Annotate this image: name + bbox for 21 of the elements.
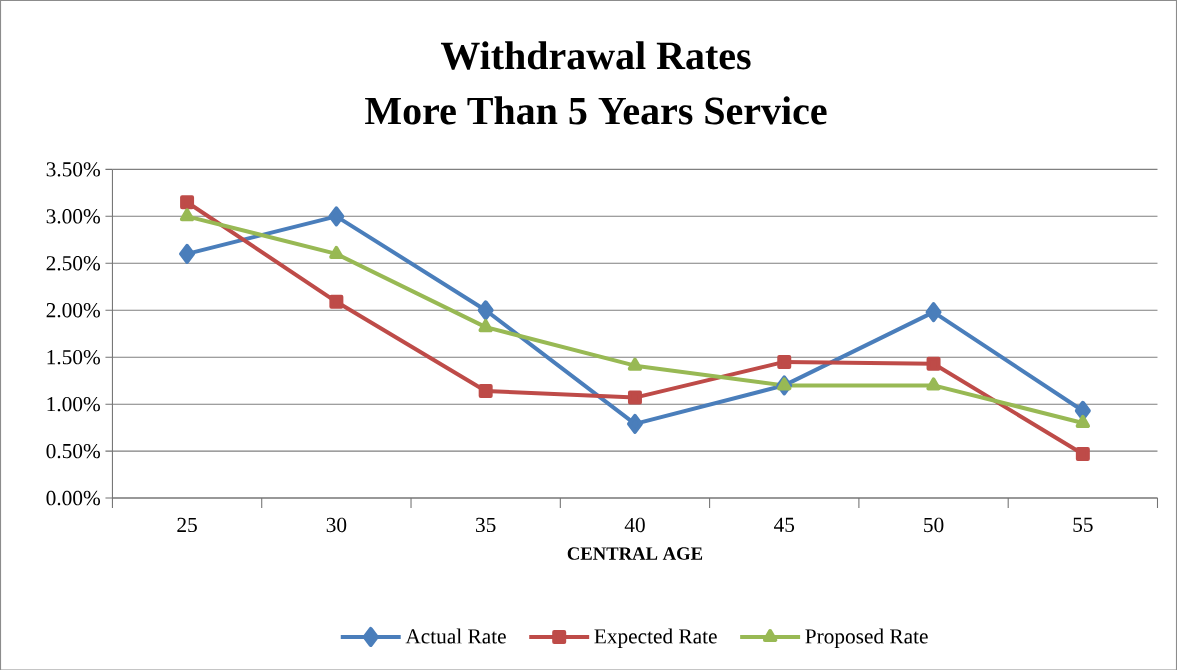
y-tick-label: 3.50% [46, 161, 101, 177]
x-tick-label: 35 [476, 517, 496, 532]
legend-label: Actual Rate [405, 628, 506, 644]
chart-title: Withdrawal Rates [440, 41, 751, 70]
legend-label: Proposed Rate [805, 628, 928, 648]
x-tick-label: 40 [624, 517, 645, 532]
y-tick-label: 0.50% [46, 443, 101, 459]
x-axis-title: CENTRAL AGE [567, 547, 703, 560]
y-tick-label: 2.00% [46, 302, 101, 318]
chart-subtitle: More Than 5 Years Service [365, 96, 827, 125]
x-tick-label: 55 [1073, 517, 1093, 532]
y-tick-label: 1.50% [47, 349, 101, 365]
y-tick-label: 1.00% [47, 396, 101, 412]
x-tick-label: 50 [924, 517, 944, 532]
y-tick-label: 3.00% [46, 208, 101, 224]
y-tick-label: 0.00% [46, 490, 101, 506]
x-tick-label: 30 [326, 517, 347, 532]
x-tick-label: 25 [177, 517, 197, 532]
legend-label: Expected Rate [594, 628, 717, 648]
y-tick-label: 2.50% [46, 255, 101, 271]
x-tick-label: 45 [774, 517, 795, 532]
